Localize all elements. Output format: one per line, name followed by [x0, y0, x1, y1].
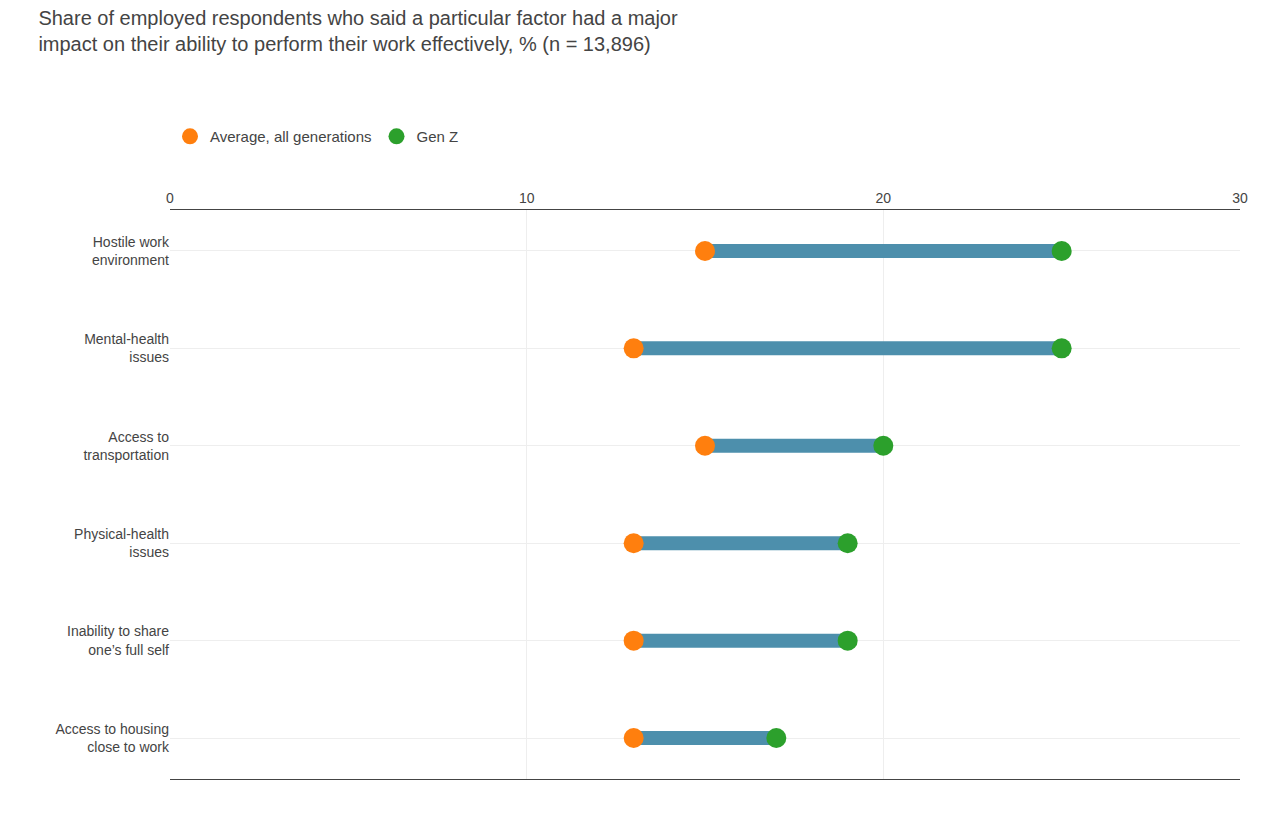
svg-text:30: 30 — [1232, 190, 1248, 206]
svg-text:Hostile workenvironment: Hostile workenvironment — [92, 234, 170, 268]
svg-text:Average, all generations: Average, all generations — [210, 128, 372, 145]
svg-text:Mental-healthissues: Mental-healthissues — [84, 331, 169, 365]
svg-text:0: 0 — [166, 190, 174, 206]
svg-text:Access to housingclose to work: Access to housingclose to work — [55, 721, 170, 755]
svg-text:10: 10 — [519, 190, 535, 206]
svg-text:Physical-healthissues: Physical-healthissues — [74, 526, 169, 560]
svg-text:Access totransportation: Access totransportation — [83, 429, 169, 463]
svg-text:Inability to shareone’s full s: Inability to shareone’s full self — [67, 623, 169, 657]
svg-text:20: 20 — [876, 190, 892, 206]
svg-text:Gen Z: Gen Z — [417, 128, 459, 145]
svg-text:Share of employed respondents: Share of employed respondents who said a… — [38, 7, 678, 55]
